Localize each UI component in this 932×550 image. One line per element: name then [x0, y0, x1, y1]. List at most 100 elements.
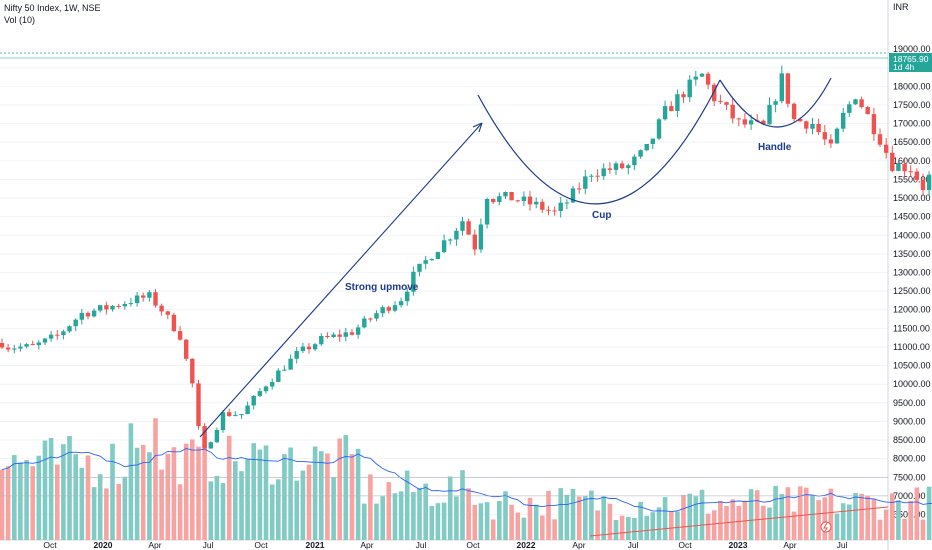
candle-body [619, 163, 625, 169]
candle-body [871, 114, 877, 135]
candle-body [724, 102, 729, 105]
volume-bar [693, 496, 699, 540]
candle-body [257, 391, 263, 396]
y-tick-label: 10500.00 [893, 361, 931, 371]
cup-curve [477, 79, 721, 205]
volume-bar [226, 435, 232, 540]
volume-bar [306, 464, 312, 540]
candle-body [128, 303, 134, 305]
candle-body [748, 120, 754, 125]
x-tick-label: Jul [416, 540, 427, 550]
volume-bar [521, 517, 527, 540]
volume-bar [509, 504, 514, 540]
volume-bar [546, 490, 551, 540]
volume-bar [441, 502, 447, 540]
volume-bar [392, 493, 398, 540]
annotation-handle: Handle [758, 142, 792, 153]
volume-bar [429, 505, 435, 540]
candle-body [785, 73, 791, 104]
candle-body [798, 119, 803, 122]
candle-body [515, 200, 520, 202]
candle-body [577, 188, 582, 190]
candle-body [196, 383, 201, 427]
volume-bar [662, 497, 668, 540]
y-tick-label: 15000.00 [893, 193, 931, 203]
volume-bar [583, 496, 588, 540]
candle-body [319, 336, 324, 345]
volume-bar [564, 494, 570, 540]
volume-bar [140, 445, 146, 540]
volume-bar [368, 474, 373, 540]
volume-bar [478, 503, 484, 540]
candle-body [552, 210, 557, 212]
candle-body [429, 259, 434, 261]
volume-bar [214, 475, 220, 540]
candle-body [104, 305, 109, 310]
volume-bar [159, 469, 164, 540]
x-tick-label: Jul [837, 540, 848, 550]
candle-body [288, 358, 293, 370]
candle-body [607, 168, 613, 170]
candle-body [570, 188, 576, 203]
volume-bar [576, 496, 582, 540]
candle-body [705, 73, 711, 85]
candle-body [656, 119, 662, 139]
candle-body [423, 260, 428, 264]
volume-bar [128, 423, 134, 540]
candle-body [718, 101, 723, 103]
volume-bar [153, 418, 158, 540]
volume-bar [773, 485, 778, 540]
volume-bar [331, 477, 336, 540]
y-tick-label: 7500.00 [893, 472, 926, 482]
volume-bar [67, 436, 72, 540]
candle-body [61, 331, 66, 336]
currency-label: INR [893, 2, 909, 12]
candle-body [693, 76, 698, 80]
volume-bar [828, 488, 834, 540]
event-marker-icon [820, 521, 832, 533]
candle-body [386, 307, 391, 311]
candle-body [527, 196, 533, 205]
y-tick-label: 14500.00 [893, 212, 931, 222]
volume-bar [607, 503, 613, 540]
volume-bar [282, 454, 287, 540]
candle-body [779, 73, 784, 102]
candle-body [5, 347, 11, 350]
y-tick-label: 12000.00 [893, 305, 931, 315]
candle-body [343, 332, 348, 337]
candle-body [214, 430, 220, 443]
candle-body [914, 171, 920, 180]
volume-bar [110, 443, 115, 540]
volume-bar [687, 493, 692, 540]
volume-bar [626, 516, 631, 540]
volume-legend: Vol (10) [4, 15, 36, 25]
volume-bar [822, 497, 828, 540]
candle-body [355, 327, 361, 335]
volume-bar [245, 458, 250, 540]
volume-bar [791, 511, 797, 540]
volume-bar [300, 470, 306, 540]
volume-bar [871, 498, 877, 540]
volume-bar [847, 504, 852, 540]
y-axis-labels: 19000.0018500.0018000.0017500.0017000.00… [893, 44, 931, 519]
y-tick-label: 9000.00 [893, 416, 926, 426]
candle-body [276, 370, 281, 382]
x-tick-label: Oct [43, 540, 57, 550]
volume-bar [613, 520, 619, 540]
candle-body [435, 252, 441, 259]
x-tick-label: 2022 [517, 540, 536, 550]
volume-bar [30, 466, 35, 540]
candle-body [392, 305, 398, 311]
y-tick-label: 13500.00 [893, 249, 931, 259]
volume-bar [257, 449, 263, 540]
candle-body [884, 144, 889, 153]
volume-bar [398, 491, 404, 540]
volume-bar [908, 500, 913, 540]
candle-body [595, 175, 600, 177]
candle-body [411, 271, 416, 292]
candle-body [165, 311, 170, 315]
candle-body [742, 119, 748, 125]
volume-bar [834, 513, 840, 540]
candle-body [441, 240, 447, 253]
